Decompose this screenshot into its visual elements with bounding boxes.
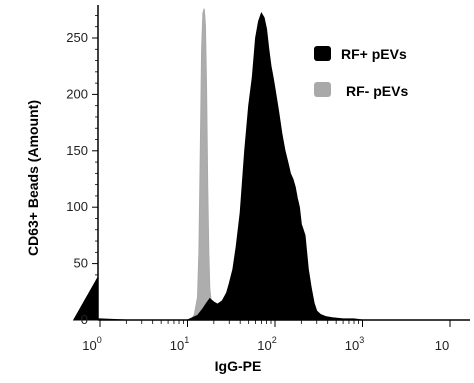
x-tick-label: 101 bbox=[170, 335, 189, 353]
legend: RF+ pEVs RF- pEVs bbox=[314, 46, 408, 99]
series-layer bbox=[72, 8, 363, 321]
axes-layer bbox=[97, 5, 470, 321]
y-tick-label: 250 bbox=[66, 30, 88, 45]
y-tick-label: 150 bbox=[66, 143, 88, 158]
legend-label-rf-minus: RF- pEVs bbox=[346, 83, 408, 99]
y-tick-label: 50 bbox=[74, 256, 88, 271]
x-tick-label: 10 bbox=[435, 338, 449, 353]
legend-label-rf-plus: RF+ pEVs bbox=[341, 46, 407, 62]
y-tick-label: 100 bbox=[66, 199, 88, 214]
y-axis-title: CD63+ Beads (Amount) bbox=[25, 100, 41, 256]
series-area-rf-minus bbox=[190, 8, 219, 321]
series-area-rf-plus bbox=[72, 12, 363, 321]
x-tick-label: 103 bbox=[345, 335, 364, 353]
ticks-layer: 0 50 100 150 200 250 100 101 102 103 10 bbox=[66, 15, 451, 353]
legend-swatch-rf-minus bbox=[314, 82, 331, 97]
y-tick-label: 200 bbox=[66, 86, 88, 101]
x-axis-title: IgG-PE bbox=[215, 358, 262, 374]
x-tick-label: 102 bbox=[257, 335, 276, 353]
x-tick-label: 100 bbox=[82, 335, 101, 353]
legend-swatch-rf-plus bbox=[314, 46, 331, 61]
y-tick-label: 0 bbox=[81, 312, 88, 327]
